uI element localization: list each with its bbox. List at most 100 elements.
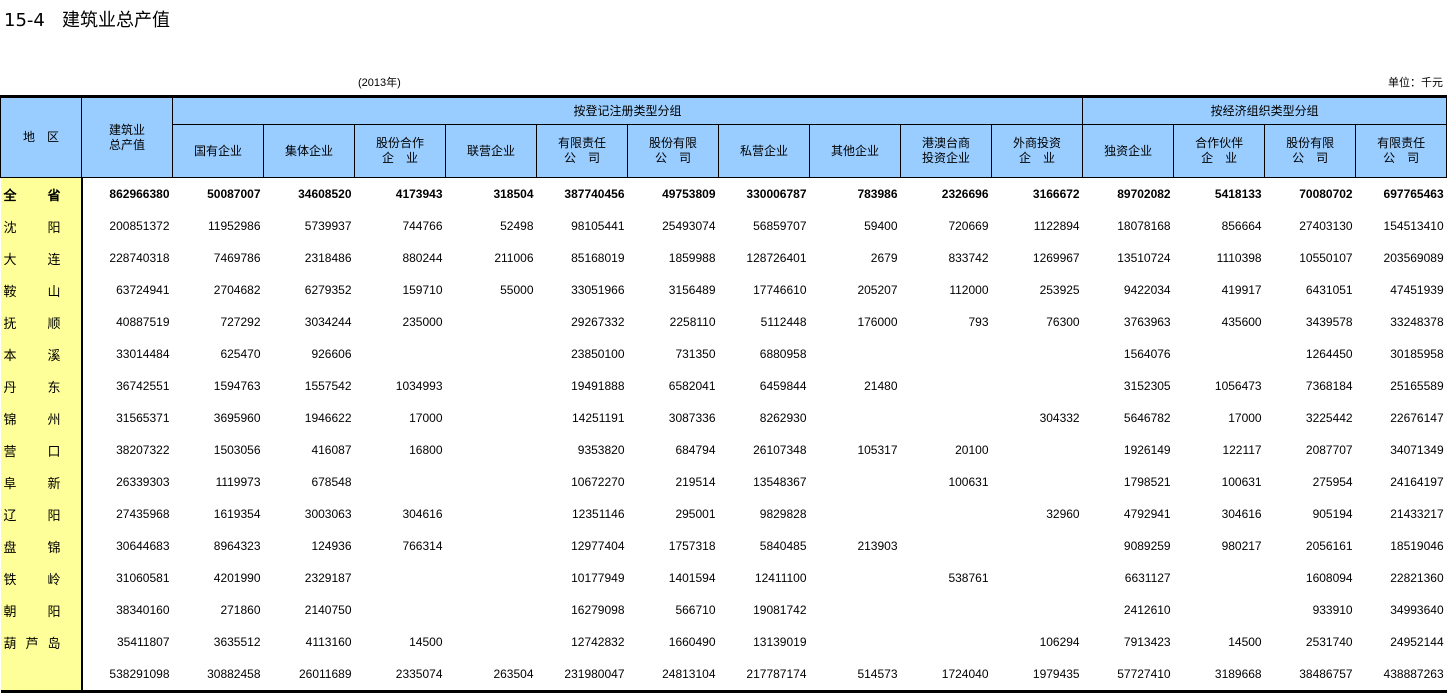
value-cell: 2335074	[395, 667, 443, 681]
value-cell: 419917	[1221, 283, 1262, 297]
value-cell: 905194	[1312, 507, 1353, 521]
value-cell: 231980047	[564, 667, 625, 681]
value-cell	[446, 370, 537, 402]
column-header: 港澳台商 投资企业	[900, 124, 992, 178]
table-row: 锦州 31565371 3695960 1946622 17000 14251191 308…	[0, 402, 1447, 434]
value-cell	[446, 338, 537, 370]
table-row: 鞍山 63724941 2704682 6279352 159710 55000 33051…	[0, 274, 1447, 306]
table-row: 全省 862966380 50087007 34608520 4173943 318504…	[0, 177, 1447, 210]
value-cell	[446, 466, 537, 498]
value-cell: 24952144	[1390, 635, 1444, 649]
region-cell: 盘锦	[0, 530, 83, 562]
value-cell	[901, 370, 992, 402]
column-header-line: 公 司	[1383, 151, 1420, 165]
value-cell: 12411100	[754, 571, 807, 585]
column-header-line: 有限责任	[1377, 136, 1426, 150]
value-cell	[901, 530, 992, 562]
value-cell: 295001	[675, 507, 716, 521]
region-cell: 铁岭	[0, 562, 83, 594]
value-cell: 566710	[675, 603, 716, 617]
value-cell	[992, 434, 1083, 466]
value-cell	[901, 498, 992, 530]
column-header: 国有企业	[172, 124, 264, 178]
value-cell: 52498	[500, 219, 534, 233]
value-cell	[446, 498, 537, 530]
value-cell: 98105441	[571, 219, 625, 233]
column-header: 外商投资企 业	[990, 124, 1084, 178]
value-cell	[810, 466, 901, 498]
column-header-line: 企 业	[381, 151, 418, 165]
value-cell: 275954	[1312, 475, 1353, 489]
value-cell: 159710	[402, 283, 443, 297]
table-row: 抚顺 40887519 727292 3034244 235000 29267332 225…	[0, 306, 1447, 338]
value-cell: 17000	[409, 411, 443, 425]
value-cell: 2679	[870, 251, 898, 265]
column-header-line: 港澳台商	[921, 136, 970, 150]
value-cell: 304616	[1221, 507, 1262, 521]
value-cell: 26107348	[753, 443, 807, 457]
value-cell: 1608094	[1305, 571, 1353, 585]
value-cell: 10672270	[571, 475, 625, 489]
value-cell: 1122894	[1033, 219, 1080, 233]
value-cell	[901, 626, 992, 658]
value-cell: 727292	[220, 315, 261, 329]
value-cell: 3439578	[1305, 315, 1353, 329]
value-cell: 34993640	[1390, 603, 1444, 617]
value-cell: 30882458	[207, 667, 261, 681]
value-cell	[446, 434, 537, 466]
value-cell: 20100	[955, 443, 989, 457]
value-cell: 6459844	[759, 379, 807, 393]
value-cell	[446, 562, 537, 594]
value-cell: 56859707	[753, 219, 807, 233]
region-cell: 抚顺	[0, 306, 83, 338]
value-cell: 33014484	[116, 347, 170, 361]
value-cell	[446, 594, 537, 626]
value-cell: 538291098	[109, 667, 170, 681]
value-cell: 205207	[857, 283, 898, 297]
value-cell: 2056161	[1305, 539, 1353, 553]
value-cell: 9422034	[1123, 283, 1171, 297]
value-cell: 29267332	[571, 315, 625, 329]
value-cell: 5112448	[760, 315, 807, 329]
value-cell: 1034993	[395, 379, 443, 393]
value-cell: 5646782	[1123, 411, 1171, 425]
value-cell: 6631127	[1124, 571, 1171, 585]
value-cell	[810, 626, 901, 658]
value-cell: 933910	[1312, 603, 1353, 617]
value-cell: 106294	[1039, 635, 1080, 649]
value-cell: 100631	[1221, 475, 1262, 489]
value-cell: 40887519	[116, 315, 170, 329]
value-cell: 9829828	[759, 507, 807, 521]
value-cell: 856664	[1221, 219, 1262, 233]
value-cell: 2258110	[669, 315, 716, 329]
value-cell: 21433217	[1390, 507, 1444, 521]
value-cell: 766314	[402, 539, 443, 553]
column-header-line: 私营企业	[739, 143, 788, 158]
table-row: 丹东 36742551 1594763 1557542 1034993 19491888 6…	[0, 370, 1447, 402]
value-cell: 10550107	[1299, 251, 1353, 265]
region-cell: 营口	[0, 434, 83, 466]
value-cell: 200851372	[109, 219, 170, 233]
value-cell: 17000	[1228, 411, 1262, 425]
value-cell: 38486757	[1299, 667, 1353, 681]
value-cell: 211006	[494, 251, 534, 265]
value-cell: 720669	[948, 219, 989, 233]
value-cell: 26339303	[116, 475, 170, 489]
value-cell: 19491888	[571, 379, 625, 393]
value-cell: 514573	[857, 667, 898, 681]
value-cell: 23850100	[571, 347, 625, 361]
value-cell: 34071349	[1390, 443, 1444, 457]
value-cell: 27403130	[1299, 219, 1353, 233]
table-row: 葫芦岛 35411807 3635512 4113160 14500 12742832 16…	[0, 626, 1447, 658]
value-cell: 1110398	[1216, 251, 1262, 265]
column-header-line: 集体企业	[284, 143, 333, 158]
value-cell	[355, 338, 446, 370]
value-cell: 12351146	[572, 507, 625, 521]
page-title: 15-4 建筑业总产值	[4, 10, 171, 31]
value-cell: 783986	[857, 187, 898, 201]
value-cell: 18078168	[1117, 219, 1171, 233]
table-row: 朝阳 38340160 271860 2140750 16279098 566710 190…	[0, 594, 1447, 626]
value-cell: 1798521	[1123, 475, 1171, 489]
column-header-line: 公 司	[563, 151, 600, 165]
unit-label: 单位：千元	[1388, 77, 1443, 89]
